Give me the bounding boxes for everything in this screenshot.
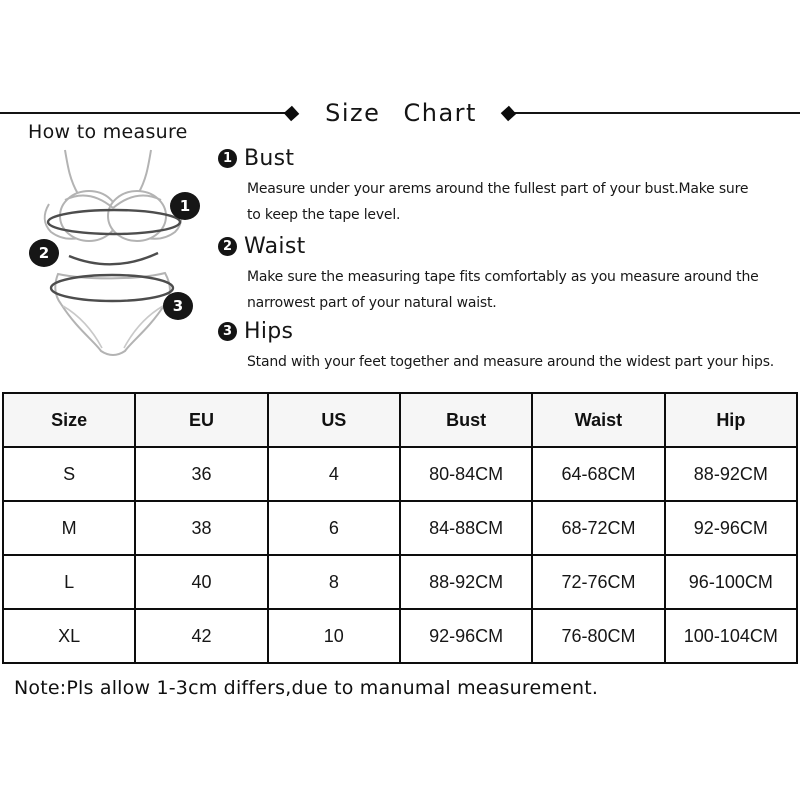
- instruction-bust-text: Measure under your arems around the full…: [247, 181, 749, 223]
- figure-marker-bust: 1: [170, 192, 200, 220]
- cell-eu: 38: [134, 500, 269, 556]
- cell-us: 8: [266, 554, 401, 610]
- cell-hip: 96-100CM: [663, 554, 799, 610]
- cell-hip: 92-96CM: [663, 500, 799, 556]
- cell-bust: 80-84CM: [398, 446, 534, 502]
- instruction-waist-title: Waist: [244, 234, 306, 259]
- figure-marker-hips: 3: [163, 292, 193, 320]
- instruction-waist-text: Make sure the measuring tape fits comfor…: [247, 269, 759, 311]
- cell-size: M: [1, 500, 137, 556]
- column-header-waist: Waist: [531, 392, 666, 448]
- instruction-hips-title: Hips: [244, 319, 294, 344]
- cell-bust: 84-88CM: [398, 500, 534, 556]
- cell-waist: 68-72CM: [531, 500, 666, 556]
- cell-hip: 100-104CM: [663, 608, 799, 664]
- title-bar: Size Chart: [0, 99, 800, 127]
- instruction-bust: 1 Bust Measure under your arems around t…: [218, 146, 800, 228]
- title-rule-left: [0, 112, 287, 114]
- instruction-waist: 2 Waist Make sure the measuring tape fit…: [218, 234, 800, 316]
- cell-eu: 40: [134, 554, 269, 610]
- instruction-bust-heading: 1 Bust: [218, 146, 800, 171]
- number-1-badge-icon: 1: [218, 149, 237, 168]
- instruction-waist-heading: 2 Waist: [218, 234, 800, 259]
- measurement-note: Note:Pls allow 1-3cm differs,due to manu…: [14, 677, 599, 699]
- cell-us: 6: [266, 500, 401, 556]
- cell-waist: 64-68CM: [531, 446, 666, 502]
- table-row-xl: XL 42 10 92-96CM 76-80CM 100-104CM: [1, 608, 799, 664]
- cell-waist: 72-76CM: [531, 554, 666, 610]
- cell-waist: 76-80CM: [531, 608, 666, 664]
- instruction-hips-heading: 3 Hips: [218, 319, 800, 344]
- cell-eu: 42: [134, 608, 269, 664]
- bikini-measure-illustration: [43, 149, 183, 356]
- cell-size: S: [1, 446, 137, 502]
- figure-marker-waist: 2: [29, 239, 59, 267]
- size-table: Size EU US Bust Waist Hip S 36 4 80-84CM…: [1, 392, 799, 664]
- table-row-m: M 38 6 84-88CM 68-72CM 92-96CM: [1, 500, 799, 556]
- number-2-badge-icon: 2: [218, 237, 237, 256]
- cell-bust: 88-92CM: [398, 554, 534, 610]
- table-row-l: L 40 8 88-92CM 72-76CM 96-100CM: [1, 554, 799, 610]
- instruction-bust-title: Bust: [244, 146, 295, 171]
- instruction-hips: 3 Hips Stand with your feet together and…: [218, 319, 800, 375]
- size-table-header-row: Size EU US Bust Waist Hip: [1, 392, 799, 448]
- column-header-bust: Bust: [398, 392, 534, 448]
- diamond-icon: [500, 105, 517, 121]
- column-header-us: US: [266, 392, 401, 448]
- cell-bust: 92-96CM: [398, 608, 534, 664]
- instruction-hips-text: Stand with your feet together and measur…: [247, 354, 775, 370]
- cell-hip: 88-92CM: [663, 446, 799, 502]
- cell-us: 10: [266, 608, 401, 664]
- column-header-size: Size: [1, 392, 137, 448]
- page-title: Size Chart: [325, 99, 477, 127]
- number-3-badge-icon: 3: [218, 322, 237, 341]
- cell-us: 4: [266, 446, 401, 502]
- cell-size: L: [1, 554, 137, 610]
- cell-eu: 36: [134, 446, 269, 502]
- how-to-measure-label: How to measure: [28, 121, 188, 143]
- title-rule-right: [513, 112, 800, 114]
- cell-size: XL: [1, 608, 137, 664]
- column-header-eu: EU: [134, 392, 269, 448]
- table-row-s: S 36 4 80-84CM 64-68CM 88-92CM: [1, 446, 799, 502]
- column-header-hip: Hip: [663, 392, 799, 448]
